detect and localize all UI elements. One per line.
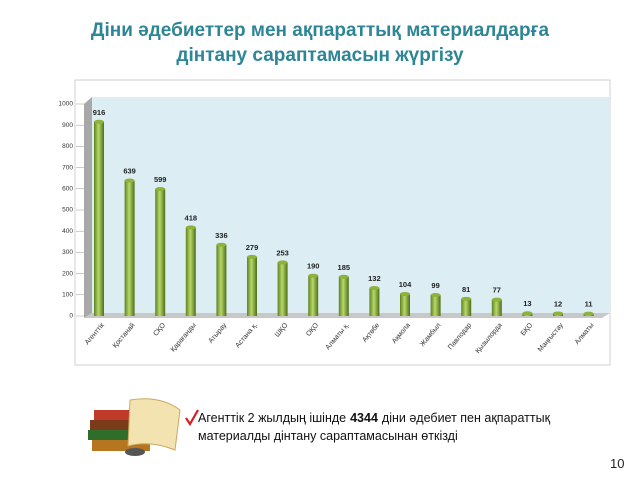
y-tick-label: 700 [62, 164, 73, 171]
y-tick-label: 500 [62, 207, 73, 214]
y-tick-label: 800 [62, 143, 73, 150]
value-label: 190 [307, 262, 320, 271]
value-label: 185 [338, 263, 351, 272]
y-tick-label: 300 [62, 249, 73, 256]
y-tick-label: 400 [62, 228, 73, 235]
value-label: 13 [523, 299, 531, 308]
bar [461, 298, 472, 316]
bar-top [155, 187, 166, 192]
note-text: материалды дінтану сараптамасынан өткізд… [198, 429, 458, 443]
y-tick-label: 200 [62, 270, 73, 277]
value-label: 132 [368, 274, 381, 283]
value-label: 12 [554, 299, 562, 308]
title-line: Діни әдебиеттер мен ақпараттық материалд… [90, 20, 550, 41]
page-number: 10 [610, 456, 625, 471]
note-bold: 4344 [350, 411, 378, 425]
value-label: 418 [185, 213, 198, 222]
bar [247, 256, 257, 316]
bar [124, 180, 135, 316]
value-label: 916 [93, 108, 106, 117]
value-label: 11 [585, 300, 593, 309]
bar [338, 276, 349, 316]
side-wall [84, 97, 92, 318]
title: Діни әдебиеттер мен ақпараттық материалд… [0, 18, 640, 68]
bar-top [553, 311, 563, 316]
bar-top [491, 297, 502, 302]
value-label: 253 [276, 248, 289, 257]
value-label: 81 [462, 285, 470, 294]
y-tick-label: 100 [62, 292, 73, 299]
value-label: 104 [399, 280, 412, 289]
y-tick-label: 0 [69, 313, 73, 320]
bar-top [400, 291, 410, 296]
note-text: діни әдебиет пен ақпараттық [381, 411, 551, 425]
bar-top [247, 254, 257, 259]
bar-top [522, 311, 533, 316]
value-label: 639 [123, 167, 136, 176]
bar [400, 293, 410, 316]
bar-top [216, 242, 227, 247]
bar-top [277, 260, 288, 265]
y-tick-label: 600 [62, 186, 73, 193]
check-mark [185, 409, 199, 427]
value-label: 99 [431, 281, 439, 290]
bar-top [308, 273, 319, 278]
bar-top [94, 119, 104, 124]
bar [94, 121, 104, 316]
value-label: 279 [246, 243, 259, 252]
note: Агенттік 2 жылдың ішінде 4344 діни әдебиет… [198, 409, 550, 445]
value-label: 336 [215, 231, 228, 240]
bar [430, 295, 441, 316]
bar-top [124, 178, 135, 183]
bar-top [185, 225, 196, 230]
value-label: 599 [154, 175, 167, 184]
bar [369, 288, 380, 316]
bar [308, 275, 319, 316]
bar [155, 189, 166, 316]
bar-top [338, 274, 349, 279]
bar [491, 299, 502, 316]
bar-top [461, 296, 472, 301]
y-tick-label: 900 [62, 122, 73, 129]
bar-top [430, 293, 441, 298]
title-line: дінтану сараптамасын жүргізу [176, 45, 464, 66]
bar [277, 262, 288, 316]
bar [185, 227, 196, 316]
bar-top [369, 286, 380, 291]
y-tick-label: 1000 [59, 101, 74, 108]
bar-top [583, 311, 594, 316]
plot-wall [92, 97, 610, 313]
value-label: 77 [493, 286, 501, 295]
bar [216, 244, 227, 316]
books-icon [88, 398, 181, 456]
note-text: Агенттік 2 жылдың ішінде [198, 411, 347, 425]
